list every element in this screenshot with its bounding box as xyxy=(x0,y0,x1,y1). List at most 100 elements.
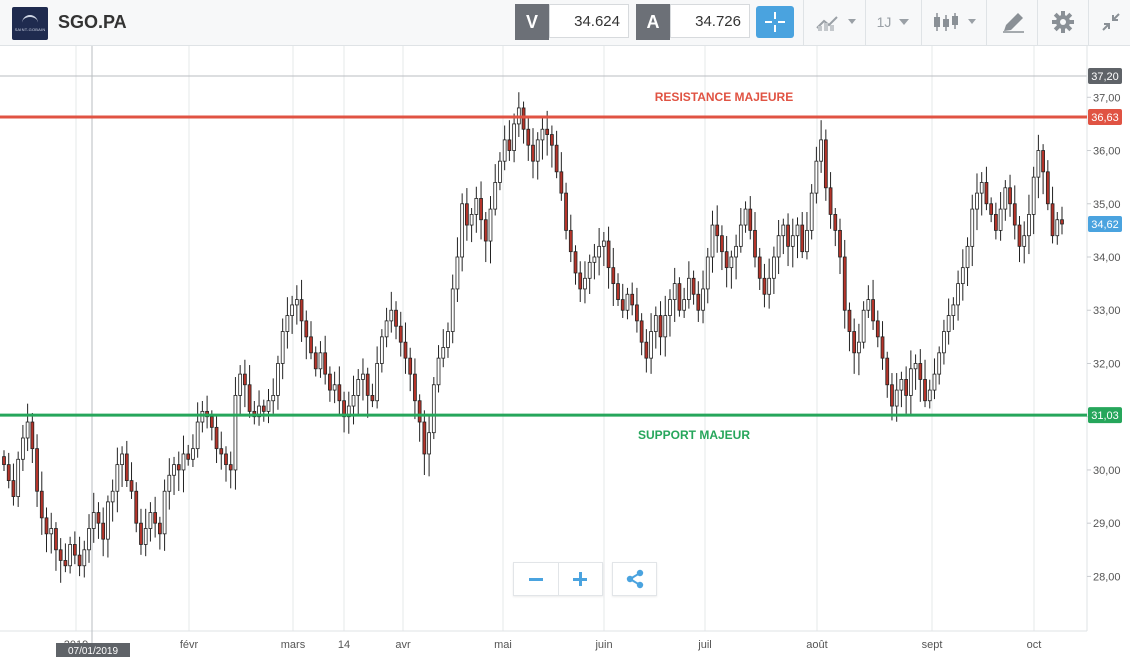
share-button[interactable] xyxy=(612,562,657,596)
candle-body xyxy=(899,379,904,391)
settings-button[interactable] xyxy=(1043,4,1083,40)
candle-body xyxy=(271,395,276,402)
candle-body xyxy=(172,464,176,476)
crosshair-button[interactable] xyxy=(756,6,794,38)
x-tick-label: févr xyxy=(180,639,199,651)
price-chart[interactable]: 28,0029,0030,0031,0032,0033,0034,0035,00… xyxy=(0,46,1130,657)
candle-body xyxy=(502,139,507,162)
candle-body xyxy=(72,544,77,556)
candlestick-icon xyxy=(934,13,976,31)
candle-body xyxy=(337,384,342,402)
x-tick-label: sept xyxy=(922,639,943,651)
candle-body xyxy=(1031,176,1036,215)
candle-body xyxy=(956,283,960,306)
y-tick-label: 36,00 xyxy=(1093,146,1121,158)
chevron-down-icon xyxy=(899,19,910,25)
candle-body xyxy=(701,288,705,311)
candle-body xyxy=(592,256,597,263)
candle-body xyxy=(469,214,474,226)
candle-body xyxy=(2,456,6,466)
candle-body xyxy=(167,474,172,492)
x-tick-label: août xyxy=(806,639,827,651)
share-icon xyxy=(626,569,643,589)
candle-body xyxy=(309,336,313,354)
candle-body xyxy=(861,309,866,343)
zoom-out-button[interactable] xyxy=(514,563,558,595)
candle-body xyxy=(998,208,1003,231)
candle-body xyxy=(417,400,422,423)
buy-price-button[interactable]: A 34.726 xyxy=(636,4,750,40)
candle-body xyxy=(1022,235,1027,247)
candle-body xyxy=(625,293,630,311)
candle-body xyxy=(550,134,554,146)
indicators-dropdown[interactable] xyxy=(812,4,860,40)
indicators-icon xyxy=(816,16,856,31)
candle-body xyxy=(63,560,68,567)
candle-body xyxy=(82,549,87,567)
candle-body xyxy=(1055,219,1060,237)
chart-type-dropdown[interactable] xyxy=(930,4,980,40)
candle-body xyxy=(143,528,148,545)
buy-price-value: 34.726 xyxy=(670,4,750,38)
candle-body xyxy=(342,400,346,418)
candle-body xyxy=(715,224,720,237)
candle-body xyxy=(649,331,653,359)
period-dropdown[interactable]: 1J xyxy=(872,4,916,40)
instrument-symbol: SGO.PA xyxy=(58,12,127,32)
candle-body xyxy=(200,410,205,423)
candle-body xyxy=(776,235,781,258)
chart-background xyxy=(0,46,1130,657)
candle-body xyxy=(1003,187,1008,210)
candle-body xyxy=(687,277,691,300)
candle-body xyxy=(25,421,30,439)
candle-body xyxy=(814,160,819,194)
x-tick-label: mai xyxy=(494,639,512,651)
y-tick-label: 33,00 xyxy=(1093,305,1121,317)
candle-body xyxy=(436,357,441,386)
candle-body xyxy=(195,421,200,450)
candle-body xyxy=(299,299,304,322)
resistance-price-label: 36,63 xyxy=(1091,112,1119,124)
candle-body xyxy=(984,182,989,205)
pencil-icon xyxy=(1003,13,1024,33)
sell-price-value: 34.624 xyxy=(549,4,629,38)
candle-body xyxy=(965,245,970,269)
candle-body xyxy=(54,528,58,551)
candle-body xyxy=(710,224,715,258)
candle-body xyxy=(479,198,483,221)
candle-body xyxy=(261,405,266,412)
candle-body xyxy=(545,128,550,135)
crosshair-price-label: 37,20 xyxy=(1091,71,1119,83)
candle-body xyxy=(124,453,129,481)
candle-body xyxy=(332,384,337,391)
candle-body xyxy=(644,341,649,359)
candle-body xyxy=(677,283,682,311)
buy-label: A xyxy=(636,4,670,40)
candle-body xyxy=(120,453,124,466)
x-tick-label: oct xyxy=(1027,639,1042,651)
candle-body xyxy=(540,128,545,141)
candle-body xyxy=(465,203,469,226)
candle-body xyxy=(384,320,389,338)
resistance-annotation: RESISTANCE MAJEURE xyxy=(655,90,793,104)
sell-price-button[interactable]: V 34.624 xyxy=(515,4,629,40)
candle-body xyxy=(994,214,998,231)
candle-body xyxy=(162,490,167,535)
crosshair-date-tag xyxy=(56,643,130,657)
candle-body xyxy=(228,464,233,471)
candle-body xyxy=(110,490,115,503)
candle-body xyxy=(927,389,932,402)
candle-body xyxy=(852,331,857,354)
candle-body xyxy=(21,437,25,460)
candle-body xyxy=(214,426,219,450)
collapse-button[interactable] xyxy=(1092,4,1130,40)
candle-body xyxy=(403,341,408,359)
candle-body xyxy=(115,464,120,492)
candle-body xyxy=(153,512,158,524)
candle-body xyxy=(285,315,290,332)
candle-body xyxy=(908,368,913,396)
zoom-in-button[interactable] xyxy=(557,563,603,595)
drawing-tools-button[interactable] xyxy=(993,4,1033,40)
candle-body xyxy=(209,416,214,428)
candle-body xyxy=(77,554,82,567)
